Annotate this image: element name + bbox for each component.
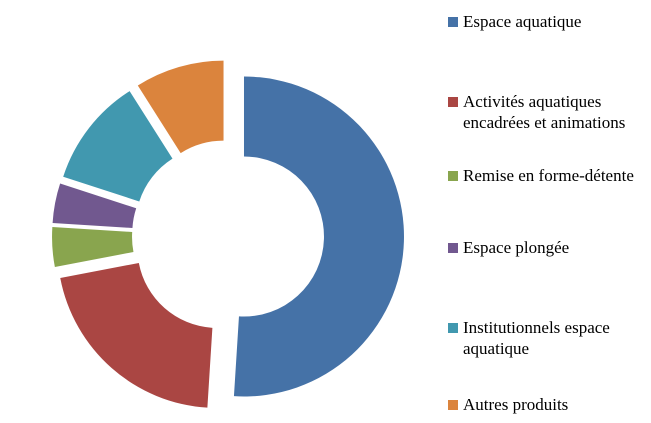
legend-label: Espace aquatique	[463, 12, 582, 31]
legend-entry: Espace plongée	[448, 237, 648, 258]
donut-segment	[233, 76, 404, 397]
legend-label: Remise en forme-détente	[463, 166, 634, 185]
donut-segment	[60, 262, 213, 408]
legend-label: Activités aquatiques encadrées et animat…	[463, 92, 626, 132]
legend-swatch	[448, 97, 458, 107]
donut-segment	[52, 183, 137, 228]
legend-label: Espace plongée	[463, 238, 570, 257]
legend-swatch	[448, 243, 458, 253]
legend-entry: Autres produits	[448, 394, 648, 415]
chart	[52, 60, 404, 408]
legend: Espace aquatique Activités aquatiques enc…	[448, 0, 648, 423]
legend-swatch	[448, 323, 458, 333]
donut-segment	[63, 91, 173, 202]
legend-entry: Activités aquatiques encadrées et animat…	[448, 91, 648, 133]
legend-swatch	[448, 171, 458, 181]
donut-segment	[137, 60, 224, 154]
donut-segment	[52, 226, 134, 267]
legend-swatch	[448, 400, 458, 410]
legend-entry: Remise en forme-détente	[448, 165, 648, 186]
legend-entry: Institutionnels espace aquatique	[448, 317, 648, 359]
legend-label: Autres produits	[463, 395, 569, 414]
legend-entry: Espace aquatique	[448, 11, 648, 32]
legend-swatch	[448, 17, 458, 27]
legend-label: Institutionnels espace aquatique	[463, 318, 610, 358]
